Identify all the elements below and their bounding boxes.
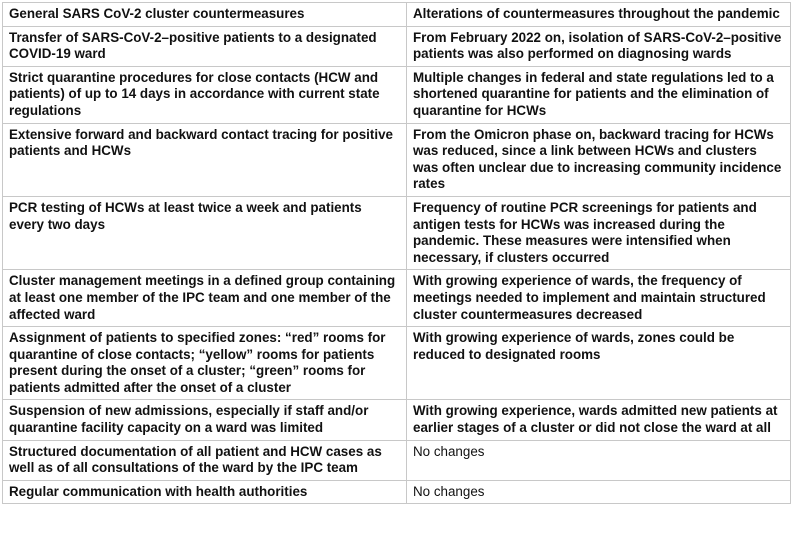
alteration-cell: No changes — [406, 479, 791, 505]
table-row: Assignment of patients to specified zone… — [2, 326, 791, 401]
countermeasures-table: General SARS CoV-2 cluster countermeasur… — [2, 2, 791, 505]
measure-cell: Extensive forward and backward contact t… — [2, 122, 407, 197]
alteration-cell: Multiple changes in federal and state re… — [406, 65, 791, 124]
table-row: Structured documentation of all patient … — [2, 439, 791, 481]
table-row: PCR testing of HCWs at least twice a wee… — [2, 195, 791, 271]
measure-cell: Assignment of patients to specified zone… — [2, 326, 407, 401]
alteration-cell: With growing experience of wards, the fr… — [406, 269, 791, 328]
table-row: Strict quarantine procedures for close c… — [2, 65, 791, 124]
alteration-cell: With growing experience of wards, zones … — [406, 326, 791, 401]
table-row: Regular communication with health author… — [2, 479, 791, 505]
measure-cell: Strict quarantine procedures for close c… — [2, 65, 407, 124]
table-row: Extensive forward and backward contact t… — [2, 122, 791, 197]
table-row: Cluster management meetings in a defined… — [2, 269, 791, 328]
measure-cell: Cluster management meetings in a defined… — [2, 269, 407, 328]
table-row: Transfer of SARS-CoV-2–positive patients… — [2, 25, 791, 67]
alteration-cell: From the Omicron phase on, backward trac… — [406, 122, 791, 197]
measure-cell: Regular communication with health author… — [2, 479, 407, 505]
measure-cell: PCR testing of HCWs at least twice a wee… — [2, 195, 407, 271]
alteration-cell: With growing experience, wards admitted … — [406, 399, 791, 441]
measure-cell: Structured documentation of all patient … — [2, 439, 407, 481]
measure-cell: Suspension of new admissions, especially… — [2, 399, 407, 441]
table-row: Suspension of new admissions, especially… — [2, 399, 791, 441]
alteration-cell: No changes — [406, 439, 791, 481]
header-alterations: Alterations of countermeasures throughou… — [406, 2, 791, 27]
measure-cell: Transfer of SARS-CoV-2–positive patients… — [2, 25, 407, 67]
header-measures: General SARS CoV-2 cluster countermeasur… — [2, 2, 407, 27]
table-header-row: General SARS CoV-2 cluster countermeasur… — [2, 2, 791, 27]
alteration-cell: Frequency of routine PCR screenings for … — [406, 195, 791, 271]
alteration-cell: From February 2022 on, isolation of SARS… — [406, 25, 791, 67]
